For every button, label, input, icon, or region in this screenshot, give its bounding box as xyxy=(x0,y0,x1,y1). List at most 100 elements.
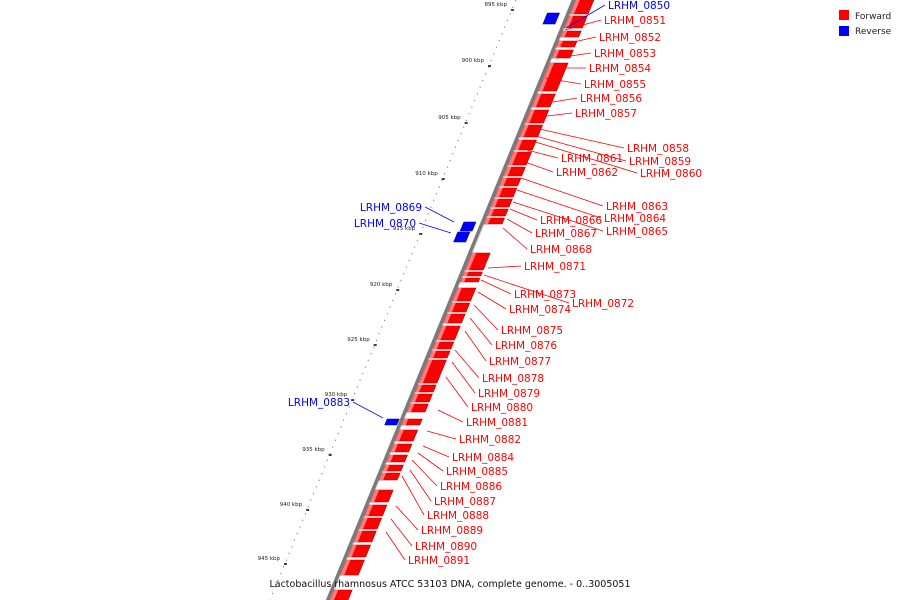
forward-gene-label: LRHM_0861 xyxy=(561,153,623,165)
forward-gene-label: LRHM_0876 xyxy=(495,340,557,352)
forward-gene-shade xyxy=(564,16,574,28)
forward-gene-shade xyxy=(347,545,357,557)
forward-gene-label: LRHM_0856 xyxy=(580,93,642,105)
forward-gene-leader xyxy=(417,452,444,472)
forward-gene-label: LRHM_0854 xyxy=(589,63,651,75)
forward-gene-label: LRHM_0851 xyxy=(604,15,666,27)
forward-gene-leader xyxy=(445,376,469,408)
forward-gene-leader xyxy=(528,139,638,174)
forward-gene-shade xyxy=(432,342,440,349)
forward-gene-label: LRHM_0878 xyxy=(482,373,544,385)
forward-gene-shade xyxy=(418,360,433,383)
forward-gene-leader xyxy=(540,97,578,105)
forward-gene-label: LRHM_0859 xyxy=(629,156,691,168)
forward-gene-leader xyxy=(385,531,406,561)
forward-gene-leader xyxy=(411,459,438,487)
forward-gene-shade xyxy=(443,314,452,323)
forward-gene-leader xyxy=(483,274,570,304)
forward-gene-shade xyxy=(382,465,390,471)
forward-gene-shade xyxy=(359,518,368,529)
gene-layer xyxy=(329,0,595,600)
backbone-line xyxy=(325,0,576,600)
tick-label: 910 kbp xyxy=(415,171,438,177)
forward-gene-shade xyxy=(436,326,447,340)
forward-gene-leader xyxy=(516,189,602,219)
forward-gene-label: LRHM_0866 xyxy=(540,215,602,227)
forward-gene-shade xyxy=(531,94,542,107)
forward-gene-leader xyxy=(512,201,604,232)
forward-gene-shade xyxy=(508,152,518,165)
forward-gene-leader xyxy=(502,227,528,250)
forward-gene-label: LRHM_0891 xyxy=(408,555,470,567)
forward-gene-shade xyxy=(484,218,491,224)
forward-gene-shade xyxy=(340,560,351,575)
forward-gene-label: LRHM_0873 xyxy=(514,289,576,301)
forward-gene-label: LRHM_0862 xyxy=(556,167,618,179)
forward-gene-shade xyxy=(330,590,339,600)
forward-gene-label: LRHM_0864 xyxy=(604,213,666,225)
forward-gene-shade xyxy=(407,404,415,412)
tick-label: 895 kbp xyxy=(485,2,508,8)
forward-gene-label: LRHM_0887 xyxy=(434,496,496,508)
forward-gene-shade xyxy=(525,110,535,123)
legend-forward-swatch xyxy=(839,10,849,20)
forward-gene-label: LRHM_0858 xyxy=(627,143,689,155)
tick-label: 920 kbp xyxy=(370,282,393,288)
forward-gene-leader xyxy=(559,36,597,46)
forward-gene-leader xyxy=(538,112,573,118)
legend-reverse-swatch xyxy=(839,26,849,36)
forward-gene-shade xyxy=(353,531,363,542)
forward-gene-leader xyxy=(409,469,432,502)
tick-label: 945 kbp xyxy=(258,556,281,562)
forward-gene-leader xyxy=(469,317,493,346)
forward-gene-label: LRHM_0882 xyxy=(459,434,521,446)
tick-label: 940 kbp xyxy=(280,502,303,508)
forward-gene-shade xyxy=(452,288,462,301)
forward-gene-label: LRHM_0885 xyxy=(446,466,508,478)
forward-gene-shade xyxy=(460,278,466,282)
reverse-gene-leader xyxy=(418,222,452,234)
forward-gene-shade xyxy=(570,0,580,14)
forward-gene-shade xyxy=(415,385,423,392)
legend: Forward Reverse xyxy=(839,10,892,37)
forward-gene-label: LRHM_0881 xyxy=(466,417,528,429)
reverse-gene-label: LRHM_0869 xyxy=(360,202,422,214)
forward-gene-shade xyxy=(370,490,380,502)
forward-gene-shade xyxy=(556,41,564,47)
tick-layer: 895 kbp 900 kbp 905 kbp 910 kbp 915 kbp 920 k… xyxy=(258,2,514,565)
forward-gene-label: LRHM_0874 xyxy=(509,304,571,316)
forward-gene-leader xyxy=(401,475,425,516)
forward-gene-label: LRHM_0852 xyxy=(599,32,661,44)
tick-label: 930 kbp xyxy=(325,392,348,398)
forward-gene-label: LRHM_0860 xyxy=(640,168,702,180)
forward-gene-leader xyxy=(464,330,487,362)
forward-gene-shade xyxy=(448,303,456,312)
forward-gene-shade xyxy=(538,63,555,91)
forward-gene-shade xyxy=(503,167,512,176)
forward-gene-shade xyxy=(499,178,507,186)
tick-label: 925 kbp xyxy=(347,337,370,343)
forward-gene-label: LRHM_0857 xyxy=(575,108,637,120)
forward-gene-label: LRHM_0884 xyxy=(452,452,514,464)
forward-gene-leader xyxy=(473,304,499,331)
forward-gene-label: LRHM_0886 xyxy=(440,481,502,493)
forward-gene-shade xyxy=(491,199,499,207)
forward-gene-leader xyxy=(544,77,582,85)
legend-reverse-label: Reverse xyxy=(855,27,892,37)
forward-gene-shade xyxy=(386,455,394,462)
forward-gene-label: LRHM_0888 xyxy=(427,510,489,522)
reverse-gene-label: LRHM_0870 xyxy=(354,218,416,230)
forward-gene-leader xyxy=(520,177,604,207)
reverse-gene-glyph xyxy=(453,231,471,243)
forward-gene-leader xyxy=(487,265,522,269)
forward-gene-leader xyxy=(534,127,625,149)
forward-gene-leader xyxy=(395,505,419,531)
forward-gene-label: LRHM_0880 xyxy=(471,402,533,414)
forward-gene-label: LRHM_0865 xyxy=(606,226,668,238)
forward-gene-leader xyxy=(451,361,476,394)
forward-gene-label: LRHM_0871 xyxy=(524,261,586,273)
forward-gene-shade xyxy=(364,505,373,516)
forward-gene-leader xyxy=(454,349,480,379)
reverse-gene-glyph xyxy=(459,221,477,232)
